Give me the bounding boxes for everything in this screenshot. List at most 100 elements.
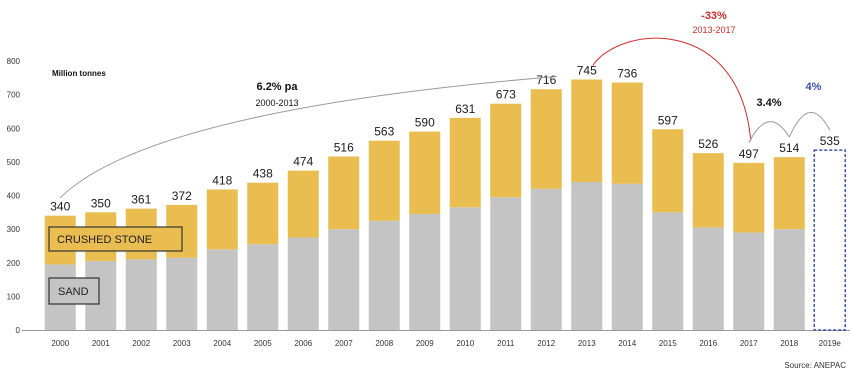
bar-sand-2013 (571, 182, 603, 330)
bar-crushed-stone-2007 (328, 156, 360, 230)
legend-sand-box (48, 277, 100, 305)
value-label-2014: 736 (617, 67, 637, 81)
x-tick-label-2007: 2007 (335, 339, 353, 348)
bar-sand-2018 (773, 229, 805, 330)
arc-2018-2019 (788, 112, 831, 138)
x-tick-label-2013: 2013 (578, 339, 596, 348)
bar-sand-2015 (652, 212, 684, 330)
bar-sand-2004 (206, 249, 238, 330)
y-tick-label: 500 (7, 158, 21, 167)
x-tick-label-2002: 2002 (132, 339, 150, 348)
legend-sand-label: SAND (58, 286, 89, 298)
y-tick-label: 600 (7, 124, 21, 133)
annotation-growth-period: 2000-2013 (255, 98, 298, 108)
value-label-2013: 745 (577, 63, 597, 77)
y-tick-label: 0 (16, 326, 21, 335)
x-tick-label-2008: 2008 (375, 339, 393, 348)
x-tick-label-2009: 2009 (416, 339, 434, 348)
x-tick-label-2011: 2011 (497, 339, 515, 348)
legend-crushed-stone-label: CRUSHED STONE (57, 234, 152, 246)
x-tick-label-2019e: 2019e (819, 339, 842, 348)
arc-2017-2018 (748, 121, 790, 144)
value-label-2012: 716 (536, 73, 556, 87)
x-tick-label-2000: 2000 (51, 339, 69, 348)
bar-crushed-stone-2012 (530, 89, 562, 189)
x-tick-label-2006: 2006 (294, 339, 312, 348)
decline-arc-2013-2017 (592, 37, 752, 141)
x-tick-label-2005: 2005 (254, 339, 272, 348)
annotation-growth-rate: 6.2% pa (257, 81, 299, 93)
x-tick-label-2010: 2010 (456, 339, 474, 348)
value-label-2016: 526 (698, 137, 718, 151)
y-tick-label: 700 (7, 91, 21, 100)
bar-crushed-stone-2015 (652, 129, 684, 213)
value-label-2004: 418 (212, 173, 232, 187)
y-tick-label: 200 (7, 259, 21, 268)
value-label-2010: 631 (455, 102, 475, 116)
source-label: Source: ANEPAC (784, 361, 846, 370)
unit-label: Million tonnes (52, 69, 106, 78)
bar-crushed-stone-2009 (409, 131, 441, 214)
bar-crushed-stone-2014 (611, 82, 643, 184)
bar-crushed-stone-2006 (287, 170, 319, 238)
legend-crushed-stone-box (48, 226, 183, 252)
bar-sand-2010 (449, 207, 481, 330)
x-tick-label-2015: 2015 (659, 339, 677, 348)
value-label-2005: 438 (253, 167, 273, 181)
value-label-2018: 514 (779, 141, 799, 155)
value-label-2006: 474 (293, 155, 313, 169)
bar-sand-2005 (247, 244, 279, 330)
bar-sand-2017 (733, 232, 765, 330)
bar-sand-2002 (125, 259, 157, 330)
value-label-2000: 340 (50, 200, 70, 214)
annotation-rate-2019: 4% (806, 81, 822, 93)
bar-crushed-stone-2018 (773, 157, 805, 230)
bar-crushed-stone-2017 (733, 162, 765, 233)
x-tick-label-2016: 2016 (699, 339, 717, 348)
bar-sand-2008 (368, 220, 400, 330)
bar-sand-2012 (530, 188, 562, 330)
annotation-decline-rate: -33% (701, 10, 727, 22)
bar-sand-2016 (692, 227, 724, 330)
y-tick-label: 300 (7, 225, 21, 234)
value-label-2002: 361 (131, 193, 151, 207)
x-tick-label-2001: 2001 (92, 339, 110, 348)
bar-crushed-stone-2004 (206, 189, 238, 250)
bar-sand-2011 (490, 197, 522, 330)
x-tick-label-2004: 2004 (213, 339, 231, 348)
x-tick-label-2012: 2012 (537, 339, 555, 348)
y-tick-label: 400 (7, 192, 21, 201)
value-label-2019e: 535 (820, 134, 840, 148)
value-label-2007: 516 (334, 140, 354, 154)
value-label-2003: 372 (172, 189, 192, 203)
value-label-2001: 350 (91, 196, 111, 210)
bar-crushed-stone-2011 (490, 103, 522, 198)
value-label-2008: 563 (374, 125, 394, 139)
bar-sand-2009 (409, 213, 441, 330)
bar-crushed-stone-2016 (692, 153, 724, 228)
x-tick-label-2014: 2014 (618, 339, 636, 348)
bar-sand-2006 (287, 237, 319, 330)
x-tick-label-2003: 2003 (173, 339, 191, 348)
bar-sand-2007 (328, 229, 360, 330)
growth-arc-2000-2013 (59, 75, 557, 199)
value-label-2011: 673 (496, 88, 516, 102)
annotation-decline-period: 2013-2017 (692, 25, 735, 35)
bar-crushed-stone-2008 (368, 140, 400, 221)
bar-crushed-stone-2010 (449, 117, 481, 208)
bar-crushed-stone-2013 (571, 79, 603, 183)
value-label-2015: 597 (658, 113, 678, 127)
bar-crushed-stone-2005 (247, 182, 279, 245)
y-tick-label: 100 (7, 292, 21, 301)
bar-sand-2003 (166, 257, 198, 330)
x-tick-label-2018: 2018 (780, 339, 798, 348)
y-tick-label: 800 (7, 57, 21, 66)
annotation-rate-2018: 3.4% (756, 97, 781, 109)
bar-projection-2019e (813, 149, 846, 331)
x-tick-label-2017: 2017 (740, 339, 758, 348)
bar-sand-2014 (611, 183, 643, 330)
value-label-2009: 590 (415, 116, 435, 130)
value-label-2017: 497 (739, 147, 759, 161)
